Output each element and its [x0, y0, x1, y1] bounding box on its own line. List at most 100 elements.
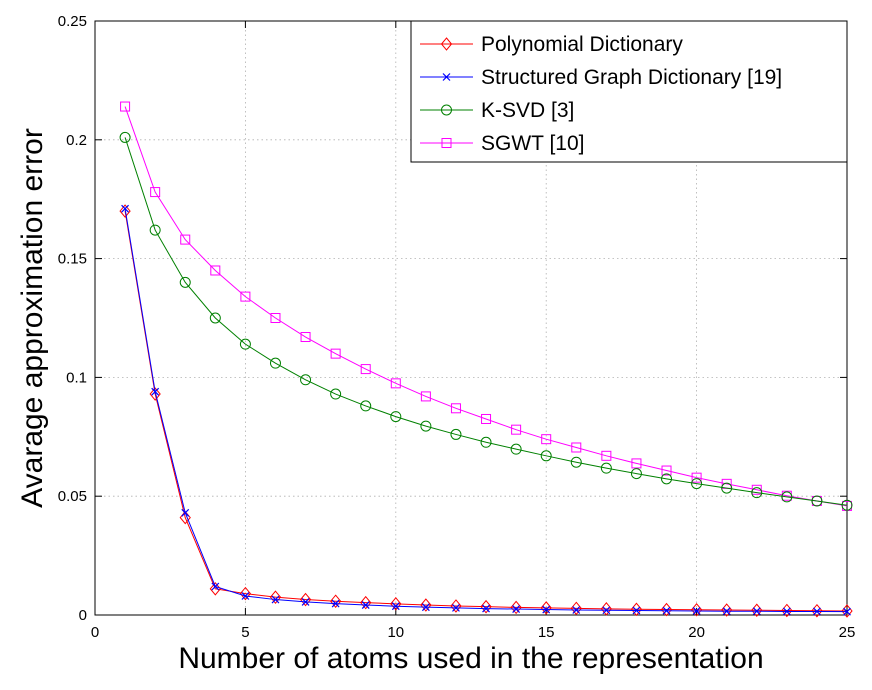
legend-label: Structured Graph Dictionary [19]	[481, 66, 782, 89]
data-point-square	[270, 313, 281, 323]
data-point-x-stroke	[211, 582, 220, 591]
data-point-square	[631, 458, 642, 469]
y-tick-label: 0.2	[66, 132, 87, 149]
data-point-circle	[630, 468, 642, 480]
data-point-square	[420, 391, 431, 402]
data-point-x-stroke	[602, 606, 611, 615]
data-point-diamond	[329, 594, 342, 609]
data-point-square	[691, 472, 702, 483]
data-point-circle	[330, 388, 342, 400]
data-point-x	[662, 606, 671, 615]
data-point-circle	[811, 495, 823, 507]
data-point-x-stroke	[722, 607, 731, 616]
x-tick-label: 10	[387, 624, 404, 641]
data-point-circle	[239, 338, 251, 350]
legend-item: SGWT [10]	[420, 132, 584, 155]
data-point-circle	[480, 436, 492, 448]
data-point-x-stroke	[151, 387, 160, 396]
legend-item: Polynomial Dictionary	[420, 33, 683, 56]
data-point-x-stroke	[271, 595, 280, 604]
legend-marker	[441, 104, 452, 116]
data-point-square	[571, 442, 582, 453]
data-point-diamond	[480, 599, 492, 614]
data-point-x	[241, 592, 250, 600]
data-point-x-stroke	[812, 607, 821, 616]
data-point-circle	[390, 411, 402, 423]
legend-label: K-SVD [3]	[481, 99, 574, 122]
data-point-x	[151, 387, 160, 396]
series-group	[119, 101, 853, 618]
data-point-square	[150, 187, 161, 198]
data-point-diamond	[239, 586, 252, 601]
data-point-x	[482, 604, 490, 613]
data-point-x	[121, 204, 130, 213]
data-point-square	[210, 265, 221, 276]
data-point-x	[812, 607, 821, 616]
x-tick-label: 0	[91, 624, 99, 641]
data-point-x-stroke	[452, 603, 460, 612]
x-axis-label: Number of atoms used in the representati…	[178, 642, 763, 675]
data-point-square	[330, 348, 341, 359]
data-point-circle	[209, 312, 221, 324]
data-point-square	[661, 465, 672, 476]
y-axis-label: Avarage approximation error	[16, 128, 49, 508]
data-point-x-stroke	[361, 601, 370, 609]
data-point-x-stroke	[301, 598, 310, 606]
data-point-x-stroke	[121, 204, 130, 213]
data-point-x	[421, 603, 430, 612]
data-point-square	[390, 378, 401, 389]
legend-marker	[440, 37, 453, 51]
data-point-x	[542, 605, 551, 614]
data-point-square	[601, 450, 612, 461]
data-point-x	[452, 603, 460, 612]
data-point-x-stroke	[391, 602, 400, 611]
data-point-diamond	[420, 598, 432, 612]
data-point-square	[120, 101, 131, 112]
x-tick-label: 20	[688, 624, 705, 641]
data-point-x	[572, 606, 581, 614]
data-point-diamond	[390, 597, 402, 611]
data-point-x	[211, 582, 220, 591]
data-point-x-stroke	[241, 592, 250, 600]
y-tick-label: 0.05	[58, 488, 87, 505]
data-point-x-stroke	[542, 605, 551, 614]
data-point-square	[240, 291, 251, 302]
data-point-diamond	[450, 599, 462, 613]
data-point-circle	[841, 499, 853, 511]
data-point-diamond	[209, 582, 221, 596]
data-point-x	[692, 607, 701, 615]
data-point-x	[752, 607, 761, 616]
data-point-circle	[300, 374, 312, 386]
data-point-diamond	[299, 592, 312, 607]
data-point-x-stroke	[421, 603, 430, 612]
data-point-circle	[600, 462, 612, 474]
data-point-x-stroke	[181, 508, 190, 517]
legend-label: SGWT [10]	[481, 132, 584, 155]
x-tick-label: 25	[839, 624, 856, 641]
data-point-square	[481, 413, 492, 424]
data-point-circle	[420, 420, 432, 432]
y-tick-label: 0.1	[66, 369, 87, 386]
data-point-circle	[119, 131, 131, 143]
data-point-x	[843, 607, 851, 616]
data-point-x-stroke	[632, 606, 641, 615]
data-point-diamond	[360, 595, 372, 610]
data-point-circle	[661, 473, 673, 485]
data-point-circle	[149, 224, 161, 236]
data-point-x	[391, 602, 400, 611]
data-point-circle	[540, 450, 552, 462]
data-point-x-stroke	[843, 607, 851, 616]
data-point-diamond	[149, 387, 161, 401]
data-point-x	[782, 607, 791, 616]
legend: Polynomial Dictionary Structured Graph Di…	[410, 20, 848, 163]
data-point-square	[180, 234, 191, 245]
data-point-circle	[360, 400, 372, 412]
legend-marker-stroke	[442, 73, 451, 81]
legend-item: Structured Graph Dictionary [19]	[420, 66, 782, 89]
data-point-x	[512, 605, 521, 613]
data-point-circle	[450, 428, 462, 440]
data-point-x	[301, 598, 310, 606]
data-point-x	[722, 607, 731, 616]
data-point-circle	[721, 482, 733, 494]
data-point-x-stroke	[782, 607, 791, 616]
